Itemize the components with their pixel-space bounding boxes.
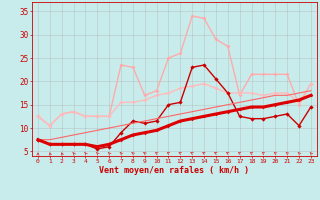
- X-axis label: Vent moyen/en rafales ( km/h ): Vent moyen/en rafales ( km/h ): [100, 166, 249, 175]
